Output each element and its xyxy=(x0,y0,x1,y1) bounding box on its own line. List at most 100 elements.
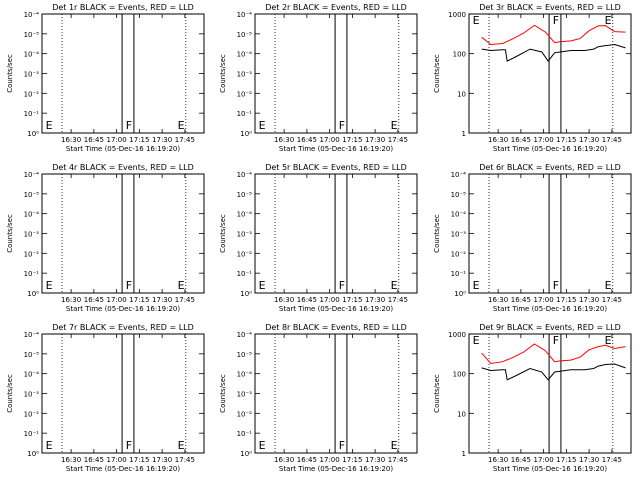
y-axis-label: Counts/sec xyxy=(6,374,14,413)
event-marker: E xyxy=(46,279,53,292)
y-axis-label: Counts/sec xyxy=(219,374,227,413)
plot-frame xyxy=(41,13,205,134)
chart-title: Det 7r BLACK = Events, RED = LLD xyxy=(52,323,194,332)
lld-series-line xyxy=(481,343,626,365)
chart-title: Det 1r BLACK = Events, RED = LLD xyxy=(52,3,194,12)
y-tick-label: 10⁻³ xyxy=(24,71,40,79)
chart-panel-8: Det 8r BLACK = Events, RED = LLD 16:30 16:… xyxy=(219,323,418,473)
y-axis-label: Counts/sec xyxy=(6,214,14,253)
y-tick-label: 10⁻² xyxy=(24,90,40,98)
y-tick-label: 10⁻⁴ xyxy=(24,171,40,179)
chart-title: Det 4r BLACK = Events, RED = LLD xyxy=(52,163,194,172)
x-tick-label: 17:00 xyxy=(320,296,340,304)
x-tick-label: 17:00 xyxy=(107,136,127,144)
y-tick-label: 10 xyxy=(457,410,466,418)
y-tick-label: 10⁻¹ xyxy=(451,270,467,278)
y-tick-label: 10⁻⁵ xyxy=(237,351,253,359)
event-marker: E xyxy=(391,279,398,292)
x-axis-label: Start Time (05-Dec-16 16:19:20) xyxy=(66,145,180,153)
x-tick-label: 16:45 xyxy=(84,456,104,464)
event-marker: E xyxy=(473,279,480,292)
event-marker: E xyxy=(178,439,185,452)
event-marker: E xyxy=(178,279,185,292)
x-tick-label: 16:30 xyxy=(61,456,81,464)
event-marker: F xyxy=(126,119,132,132)
x-axis-label: Start Time (05-Dec-16 16:19:20) xyxy=(66,305,180,313)
event-marker: E xyxy=(259,279,266,292)
x-tick-label: 16:45 xyxy=(511,136,531,144)
plot-frame xyxy=(41,173,205,294)
x-tick-label: 17:30 xyxy=(365,456,385,464)
x-tick-label: 17:45 xyxy=(388,296,408,304)
chart-panel-5: Det 5r BLACK = Events, RED = LLD 16:30 16:… xyxy=(219,163,418,313)
event-marker: E xyxy=(605,334,612,347)
plot-frame xyxy=(254,333,418,454)
events-series-line xyxy=(481,43,626,62)
x-axis-label: Start Time (05-Dec-16 16:19:20) xyxy=(493,145,607,153)
x-tick-label: 17:00 xyxy=(320,456,340,464)
x-tick-label: 17:00 xyxy=(534,456,554,464)
y-tick-label: 10⁻² xyxy=(237,90,253,98)
y-tick-label: 10⁻⁴ xyxy=(24,331,40,339)
event-marker: E xyxy=(605,14,612,27)
event-marker: F xyxy=(126,279,132,292)
event-marker: E xyxy=(178,119,185,132)
y-tick-label: 100 xyxy=(453,51,466,59)
x-tick-label: 16:30 xyxy=(488,136,508,144)
x-tick-label: 16:30 xyxy=(488,456,508,464)
x-tick-label: 17:30 xyxy=(152,136,172,144)
y-tick-label: 10⁻⁵ xyxy=(451,191,467,199)
plot-frame xyxy=(468,13,632,134)
event-marker: F xyxy=(339,119,345,132)
x-tick-label: 17:00 xyxy=(534,296,554,304)
event-marker: F xyxy=(339,279,345,292)
y-tick-label: 10⁻¹ xyxy=(24,110,40,118)
x-tick-label: 17:30 xyxy=(365,296,385,304)
y-tick-label: 10⁻⁴ xyxy=(24,11,40,19)
event-marker: E xyxy=(46,119,53,132)
y-tick-label: 10⁰ xyxy=(240,450,252,458)
event-marker: E xyxy=(391,119,398,132)
chart-title: Det 8r BLACK = Events, RED = LLD xyxy=(265,323,407,332)
x-tick-label: 16:30 xyxy=(274,296,294,304)
plot-frame xyxy=(41,333,205,454)
x-tick-label: 17:45 xyxy=(175,456,195,464)
x-tick-label: 17:30 xyxy=(579,136,599,144)
y-tick-label: 10⁻² xyxy=(237,250,253,258)
y-tick-label: 10⁻² xyxy=(24,410,40,418)
x-tick-label: 17:45 xyxy=(602,456,622,464)
x-tick-label: 17:30 xyxy=(152,296,172,304)
lld-series-line xyxy=(481,24,626,46)
x-tick-label: 17:15 xyxy=(556,136,576,144)
x-tick-label: 17:45 xyxy=(602,136,622,144)
y-tick-label: 10⁻⁵ xyxy=(24,31,40,39)
y-tick-label: 10⁻³ xyxy=(237,231,253,239)
y-axis-label: Counts/sec xyxy=(219,54,227,93)
chart-title: Det 6r BLACK = Events, RED = LLD xyxy=(479,163,621,172)
x-tick-label: 17:45 xyxy=(602,296,622,304)
x-axis-label: Start Time (05-Dec-16 16:19:20) xyxy=(493,305,607,313)
chart-panel-2: Det 2r BLACK = Events, RED = LLD 16:30 16:… xyxy=(219,3,418,153)
event-marker: F xyxy=(553,279,559,292)
x-tick-label: 16:30 xyxy=(274,456,294,464)
event-marker: F xyxy=(126,439,132,452)
y-tick-label: 10⁻¹ xyxy=(24,430,40,438)
y-tick-label: 10⁻³ xyxy=(24,231,40,239)
event-marker: E xyxy=(259,119,266,132)
x-axis-label: Start Time (05-Dec-16 16:19:20) xyxy=(66,465,180,473)
plot-frame xyxy=(254,13,418,134)
x-tick-label: 16:45 xyxy=(84,136,104,144)
chart-title: Det 3r BLACK = Events, RED = LLD xyxy=(479,3,621,12)
y-tick-label: 10⁻² xyxy=(237,410,253,418)
y-tick-label: 10⁻² xyxy=(24,250,40,258)
y-tick-label: 10⁻⁴ xyxy=(237,11,253,19)
y-tick-label: 10⁰ xyxy=(454,290,466,298)
y-tick-label: 10⁻⁵ xyxy=(237,191,253,199)
y-tick-label: 10⁻⁵ xyxy=(237,31,253,39)
x-tick-label: 17:30 xyxy=(365,136,385,144)
chart-panel-1: Det 1r BLACK = Events, RED = LLD 16:30 16:… xyxy=(6,3,205,153)
x-tick-label: 16:45 xyxy=(84,296,104,304)
x-tick-label: 17:15 xyxy=(342,296,362,304)
x-tick-label: 17:00 xyxy=(107,296,127,304)
y-tick-label: 10⁻⁵ xyxy=(24,351,40,359)
